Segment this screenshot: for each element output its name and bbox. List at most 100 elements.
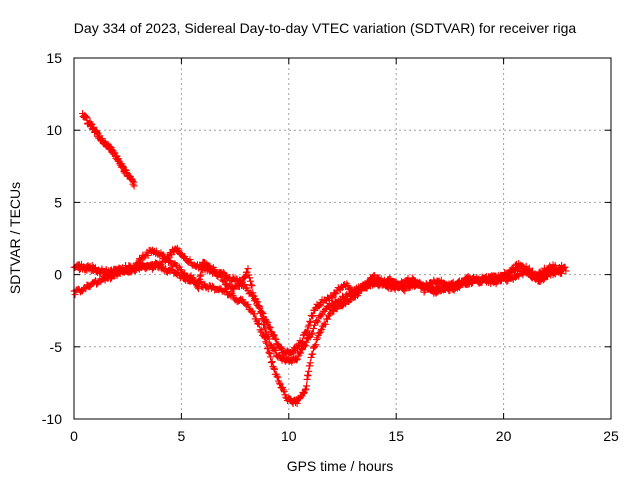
data-point-marker [174,269,182,277]
data-point-marker [367,275,375,283]
x-tick-label: 5 [178,428,186,444]
data-point-marker [265,348,273,356]
y-tick-label: 5 [54,194,62,210]
grid [74,58,611,419]
x-tick-label: 15 [388,428,404,444]
data-point-marker [362,284,370,292]
data-point-marker [298,339,306,347]
data-point-marker [205,262,213,270]
data-series [70,109,570,408]
data-point-marker [263,345,271,353]
data-point-marker [250,310,258,318]
data-point-marker [168,265,176,273]
data-point-marker [318,325,326,333]
data-point-marker [247,281,255,289]
data-point-marker [307,330,315,338]
data-point-marker [255,320,263,328]
data-point-marker [344,282,352,290]
data-point-marker [365,281,373,289]
data-point-marker [305,321,313,329]
data-point-marker [248,282,256,290]
data-point-marker [238,278,246,286]
data-point-marker [232,275,240,283]
data-point-marker [292,399,300,407]
data-point-marker [293,400,301,408]
data-point-marker [271,334,279,342]
data-point-marker [307,353,315,361]
data-point-marker [303,327,311,335]
data-point-marker [343,280,351,288]
data-point-marker [141,253,149,261]
data-point-marker [264,344,272,352]
data-point-marker [301,342,309,350]
data-point-marker [528,268,536,276]
data-point-marker [423,285,431,293]
data-point-marker [144,251,152,259]
data-point-marker [418,282,426,290]
data-point-marker [256,304,264,312]
data-point-marker [477,278,485,286]
data-point-marker [310,325,318,333]
data-point-marker [306,359,314,367]
data-point-marker [261,334,269,342]
y-axis-label: SDTVAR / TECUs [7,182,23,294]
data-point-marker [401,287,409,295]
data-point-marker [457,281,465,289]
data-point-marker [258,326,266,334]
x-axis-label: GPS time / hours [287,458,394,474]
plot-frame [73,57,612,420]
data-point-marker [279,386,287,394]
data-point-marker [558,269,566,277]
data-point-marker [239,296,247,304]
data-point-marker [280,388,288,396]
data-point-marker [509,266,517,274]
data-point-marker [332,290,340,298]
data-point-marker [244,301,252,309]
y-tick-label: 10 [46,122,62,138]
data-point-marker [500,274,508,282]
data-point-marker [254,298,262,306]
data-point-marker [266,350,274,358]
series-segment-lower-c [74,258,566,358]
data-point-marker [168,251,176,259]
y-tick-label: -10 [42,411,62,427]
data-point-marker [311,342,319,350]
y-tick-label: 15 [46,50,62,66]
data-point-marker [309,312,317,320]
data-point-marker [186,256,194,264]
data-point-marker [308,312,316,320]
data-point-marker [266,324,274,332]
data-point-marker [255,303,263,311]
data-point-marker [302,338,310,346]
x-tick-label: 20 [496,428,512,444]
x-tick-label: 25 [603,428,619,444]
data-point-marker [529,267,537,275]
data-point-marker [259,331,267,339]
data-point-marker [229,273,237,281]
data-point-marker [175,246,183,254]
x-tick-label: 10 [281,428,297,444]
data-point-marker [263,339,271,347]
data-point-marker [308,329,316,337]
data-point-marker [260,333,268,341]
data-point-marker [271,365,279,373]
series-segment-high [79,109,138,190]
data-point-marker [94,279,102,287]
data-point-marker [297,349,305,357]
data-point-marker [303,382,311,390]
data-point-marker [244,265,252,273]
data-point-marker [293,355,301,363]
data-point-marker [317,327,325,335]
data-point-marker [304,323,312,331]
data-point-marker [551,262,559,270]
data-point-marker [246,277,254,285]
series-segment-lower-b [70,246,568,408]
data-point-marker [268,358,276,366]
y-tick-label: 0 [54,267,62,283]
axis-ticks: 0 5 10 15 20 25 -10 -5 0 5 10 15 [42,50,619,444]
data-point-marker [246,274,254,282]
data-point-marker [294,345,302,353]
data-point-marker [206,263,214,271]
data-point-marker [312,341,320,349]
